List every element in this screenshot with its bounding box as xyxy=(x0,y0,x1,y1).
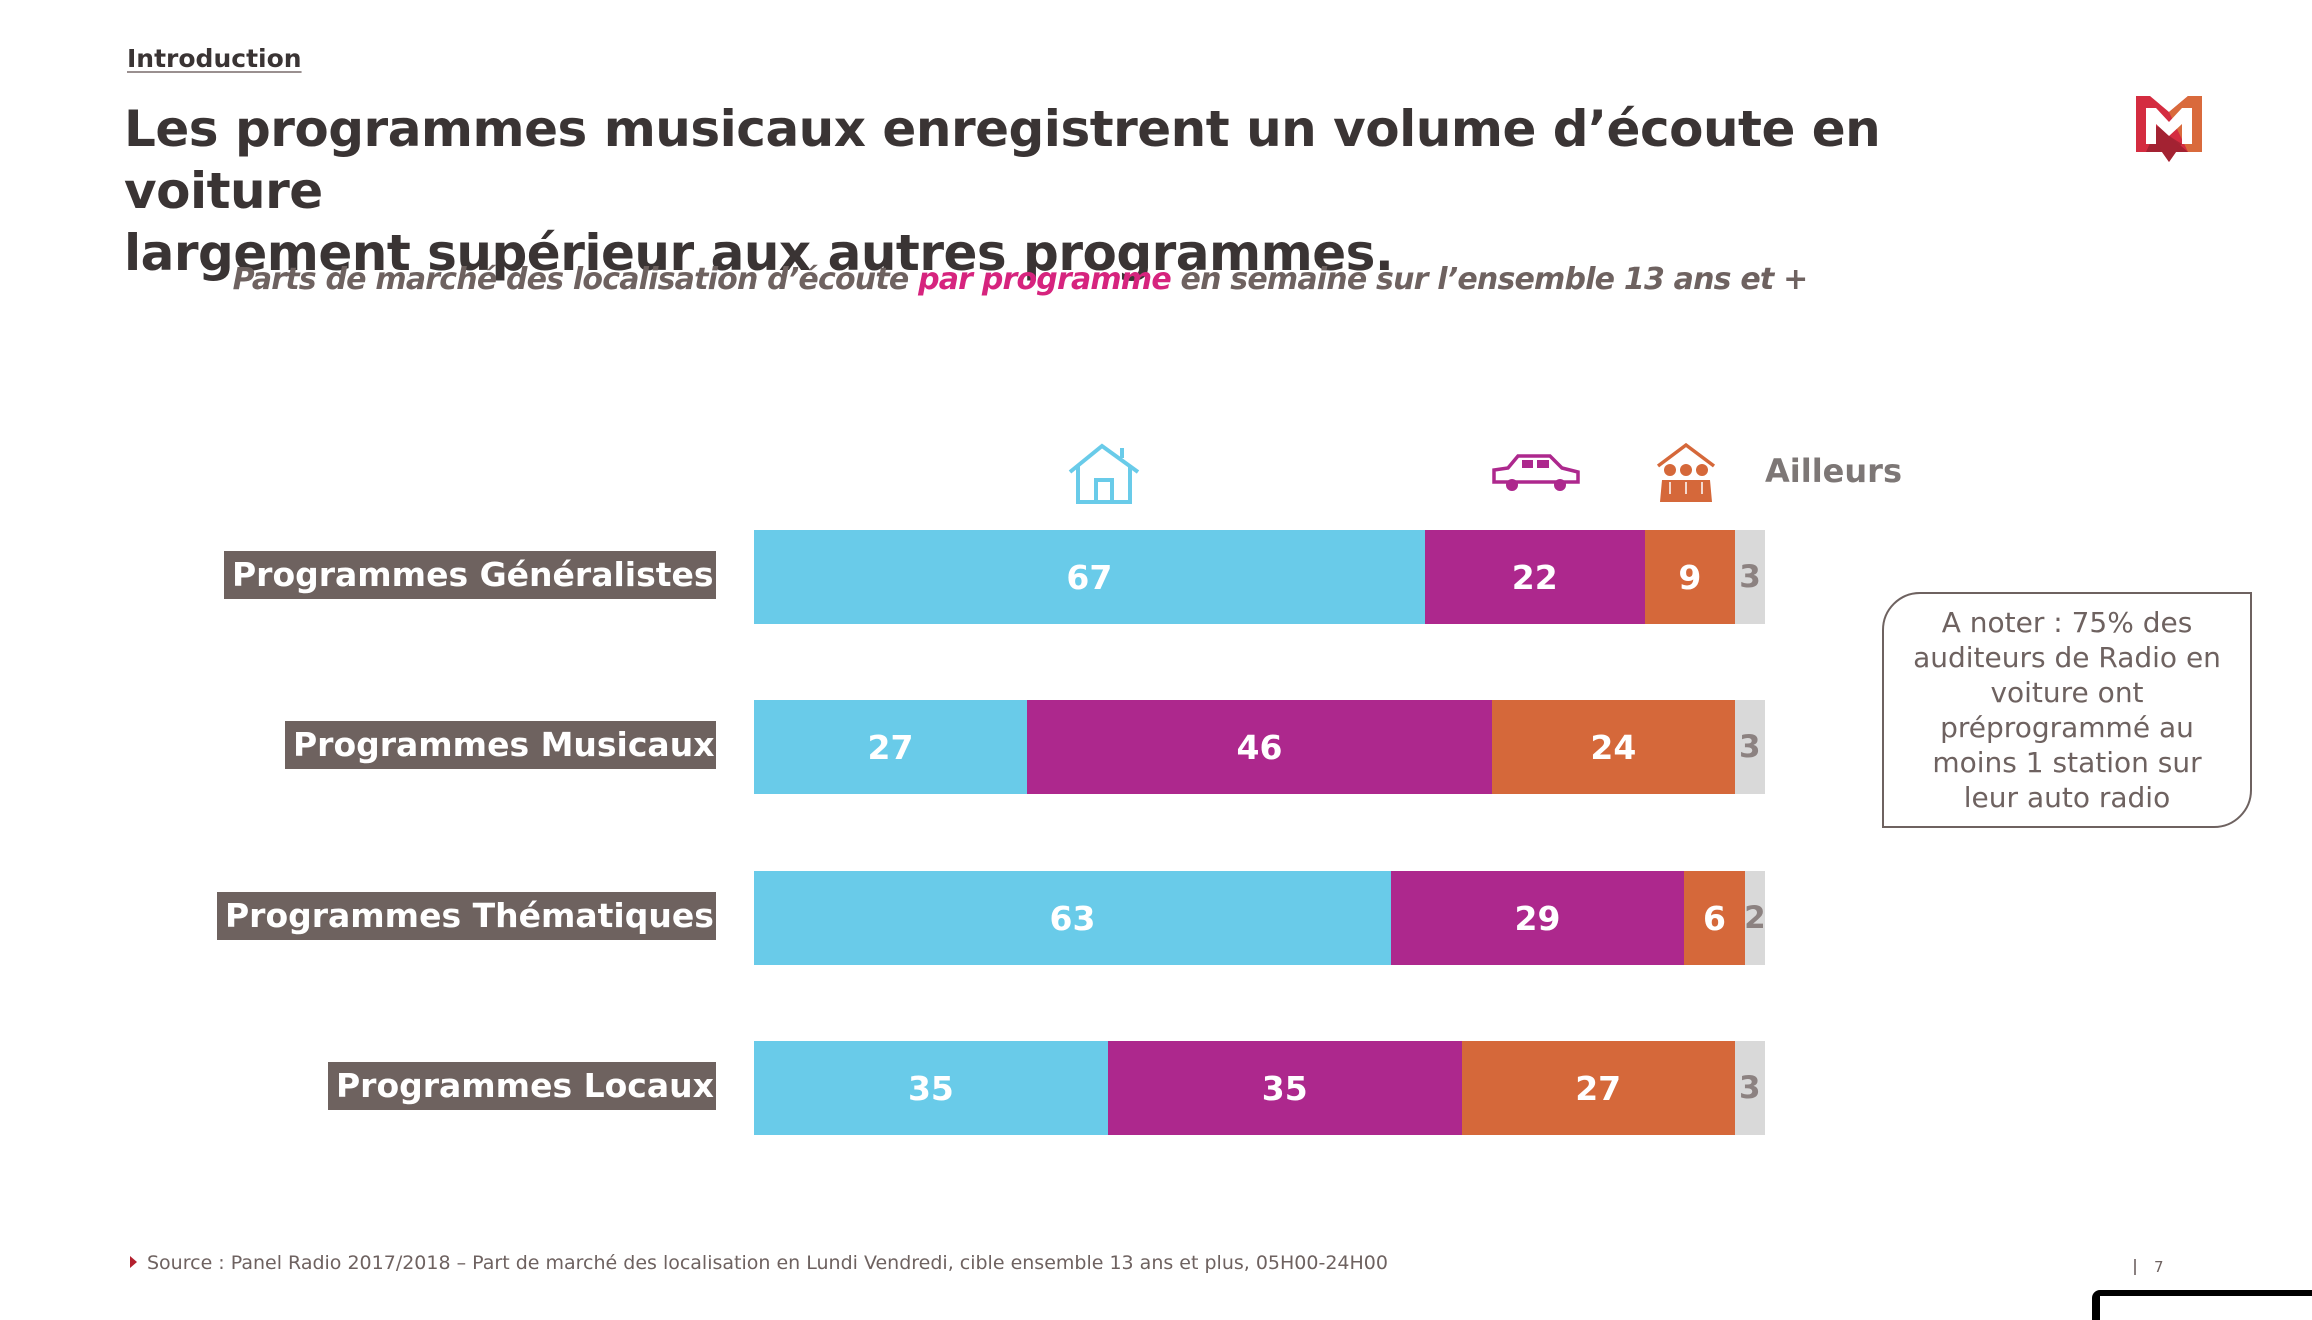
bar-segment-ailleurs: 3 xyxy=(1734,700,1765,794)
subtitle-text-end: en semaine sur l’ensemble 13 ans et + xyxy=(1170,262,1809,297)
data-label: 29 xyxy=(1514,898,1561,938)
bar-segment-domicile: 63 xyxy=(754,871,1391,965)
data-label: 27 xyxy=(867,727,914,767)
data-label: 35 xyxy=(1261,1068,1308,1108)
data-label: 24 xyxy=(1590,727,1637,767)
bar-segment-lieu-de-travail: 9 xyxy=(1644,530,1735,624)
data-label: 27 xyxy=(1575,1068,1622,1108)
page-number: 7 xyxy=(2134,1258,2164,1276)
page-title: Les programmes musicaux enregistrent un … xyxy=(124,98,1984,284)
legend-ailleurs: Ailleurs xyxy=(1765,452,1902,490)
bar-segment-domicile: 67 xyxy=(754,530,1425,624)
m-logo-icon xyxy=(2136,96,2202,162)
data-label: 67 xyxy=(1066,557,1113,597)
bar-segment-domicile: 27 xyxy=(754,700,1027,794)
house-icon xyxy=(1068,443,1140,504)
group-people-icon xyxy=(1656,442,1716,502)
title-line-1: Les programmes musicaux enregistrent un … xyxy=(124,100,1881,220)
bar-segment-ailleurs: 2 xyxy=(1744,871,1766,965)
source-footnote: Source : Panel Radio 2017/2018 – Part de… xyxy=(130,1252,1388,1274)
data-label: 63 xyxy=(1049,898,1096,938)
chart-subtitle: Parts de marché des localisation d’écout… xyxy=(0,262,2040,297)
category-label: Programmes Musicaux xyxy=(285,721,717,769)
note-callout: A noter : 75% des auditeurs de Radio en … xyxy=(1882,592,2252,828)
section-label: Introduction xyxy=(127,44,302,73)
car-icon xyxy=(1492,454,1580,491)
page-number-value: 7 xyxy=(2154,1258,2164,1276)
bar-segment-ailleurs: 3 xyxy=(1734,1041,1765,1135)
data-label: 3 xyxy=(1739,559,1761,595)
bar-segment-lieu-de-travail: 27 xyxy=(1461,1041,1735,1135)
page-separator xyxy=(2134,1259,2136,1275)
bar-segment-voiture: 35 xyxy=(1107,1041,1462,1135)
data-label: 35 xyxy=(907,1068,954,1108)
category-label: Programmes Thématiques xyxy=(217,892,716,940)
bar-segment-lieu-de-travail: 6 xyxy=(1684,871,1745,965)
data-label: 6 xyxy=(1702,898,1726,938)
source-text: Source : Panel Radio 2017/2018 – Part de… xyxy=(147,1252,1388,1274)
bar-segment-voiture: 29 xyxy=(1390,871,1685,965)
data-label: 22 xyxy=(1511,557,1558,597)
data-label: 46 xyxy=(1236,727,1283,767)
data-label: 2 xyxy=(1744,900,1766,936)
bar-segment-voiture: 46 xyxy=(1026,700,1493,794)
bar-segment-lieu-de-travail: 24 xyxy=(1492,700,1735,794)
window-corner xyxy=(2092,1290,2312,1320)
data-label: 3 xyxy=(1739,729,1761,765)
title-line-2: largement supérieur aux autres programme… xyxy=(124,224,1394,282)
category-label: Programmes Généralistes xyxy=(224,551,716,599)
bar-segment-voiture: 22 xyxy=(1424,530,1645,624)
note-text: A noter : 75% des auditeurs de Radio en … xyxy=(1913,606,2221,814)
data-label: 3 xyxy=(1739,1070,1761,1106)
data-label: 9 xyxy=(1678,557,1702,597)
subtitle-highlight: par programme xyxy=(918,262,1172,297)
bar-segment-ailleurs: 3 xyxy=(1734,530,1765,624)
bar-segment-domicile: 35 xyxy=(754,1041,1108,1135)
category-label: Programmes Locaux xyxy=(328,1062,716,1110)
subtitle-text: Parts de marché des localisation d’écout… xyxy=(232,262,919,297)
bullet-icon xyxy=(130,1256,137,1268)
